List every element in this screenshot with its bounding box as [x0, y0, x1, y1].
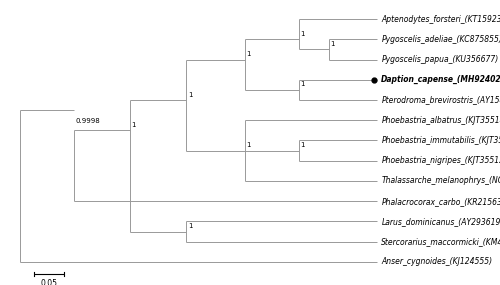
Text: Phoebastria_nigripes_(KJT35512): Phoebastria_nigripes_(KJT35512)	[382, 156, 500, 165]
Text: 1: 1	[188, 91, 192, 97]
Text: Phalacrocorax_carbo_(KR215630): Phalacrocorax_carbo_(KR215630)	[382, 197, 500, 206]
Text: 1: 1	[300, 142, 305, 148]
Text: 1: 1	[246, 142, 251, 148]
Text: Aptenodytes_forsteri_(KT159230): Aptenodytes_forsteri_(KT159230)	[382, 15, 500, 24]
Text: Phoebastria_immutabilis_(KJT35513): Phoebastria_immutabilis_(KJT35513)	[382, 136, 500, 145]
Text: 1: 1	[132, 122, 136, 128]
Text: Pterodroma_brevirostris_(AY158878): Pterodroma_brevirostris_(AY158878)	[382, 95, 500, 105]
Text: Daption_capense_(MH924023): Daption_capense_(MH924023)	[382, 75, 500, 84]
Text: 1: 1	[330, 41, 335, 47]
Text: 1: 1	[246, 51, 251, 57]
Text: Pygoscelis_adeliae_(KC875855): Pygoscelis_adeliae_(KC875855)	[382, 35, 500, 44]
Text: Larus_dominicanus_(AY293619): Larus_dominicanus_(AY293619)	[382, 217, 500, 226]
Text: 0.9998: 0.9998	[76, 118, 100, 124]
Text: Phoebastria_albatrus_(KJT35514): Phoebastria_albatrus_(KJT35514)	[382, 116, 500, 125]
Text: Pygoscelis_papua_(KU356677): Pygoscelis_papua_(KU356677)	[382, 55, 498, 64]
Text: 1: 1	[188, 223, 192, 229]
Text: 1: 1	[300, 82, 305, 87]
Text: Stercorarius_maccormicki_(KM401546): Stercorarius_maccormicki_(KM401546)	[382, 237, 500, 246]
Text: 0.05: 0.05	[40, 279, 58, 285]
Text: Thalassarche_melanophrys_(NC_007172): Thalassarche_melanophrys_(NC_007172)	[382, 176, 500, 186]
Text: 1: 1	[300, 31, 305, 37]
Text: Anser_cygnoides_(KJ124555): Anser_cygnoides_(KJ124555)	[382, 257, 492, 266]
